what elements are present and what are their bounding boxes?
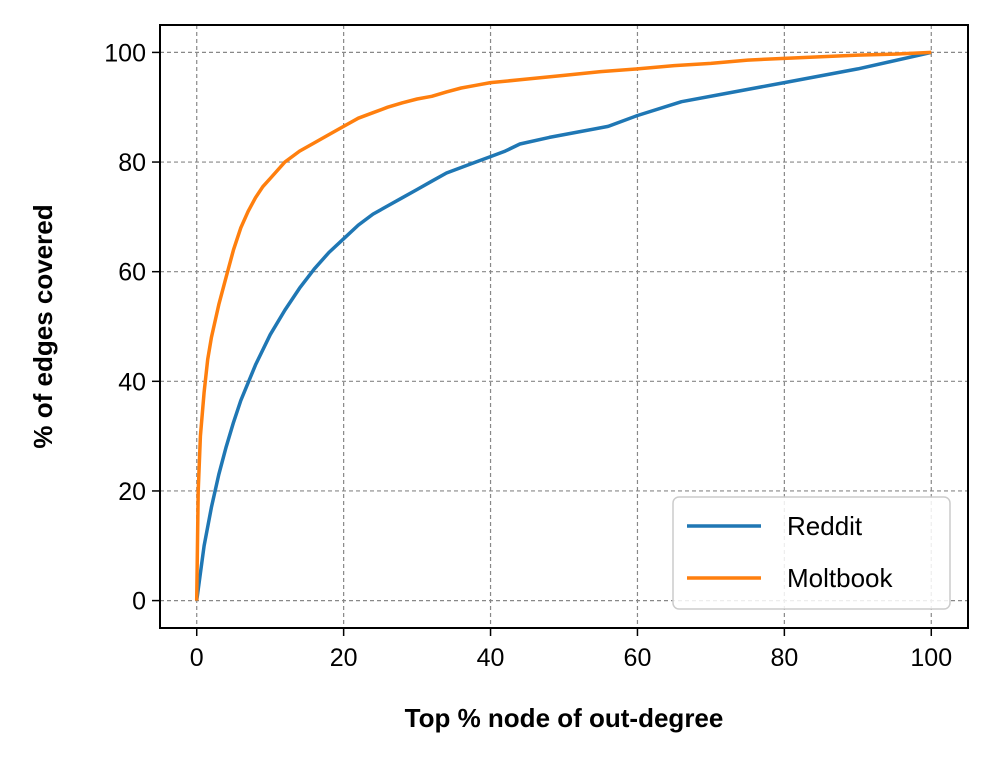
plot-frame [159,24,969,629]
y-tick-label: 100 [104,39,146,67]
legend-label-reddit: Reddit [787,511,863,541]
y-tick-label: 80 [118,149,146,177]
y-tick-label: 20 [118,478,146,506]
y-tick-label: 40 [118,368,146,396]
x-tick-label: 60 [624,644,652,672]
y-tick-label: 60 [118,259,146,287]
x-tick-label: 80 [770,644,798,672]
x-tick-label: 20 [330,644,358,672]
y-axis-title: % of edges covered [28,204,58,448]
x-tick-label: 100 [910,644,952,672]
series-line-moltbook [194,50,932,601]
legend: Reddit Moltbook [672,496,951,610]
legend-label-moltbook: Moltbook [787,563,893,593]
y-tick-label: 0 [132,588,146,616]
series-lines [194,50,932,601]
axis-ticks: 0 20 40 60 80 100 0 20 40 60 80 100 [104,39,952,672]
x-axis-title: Top % node of out-degree [405,703,724,733]
x-tick-label: 40 [477,644,505,672]
x-tick-label: 0 [190,644,204,672]
series-line-reddit [194,50,932,601]
